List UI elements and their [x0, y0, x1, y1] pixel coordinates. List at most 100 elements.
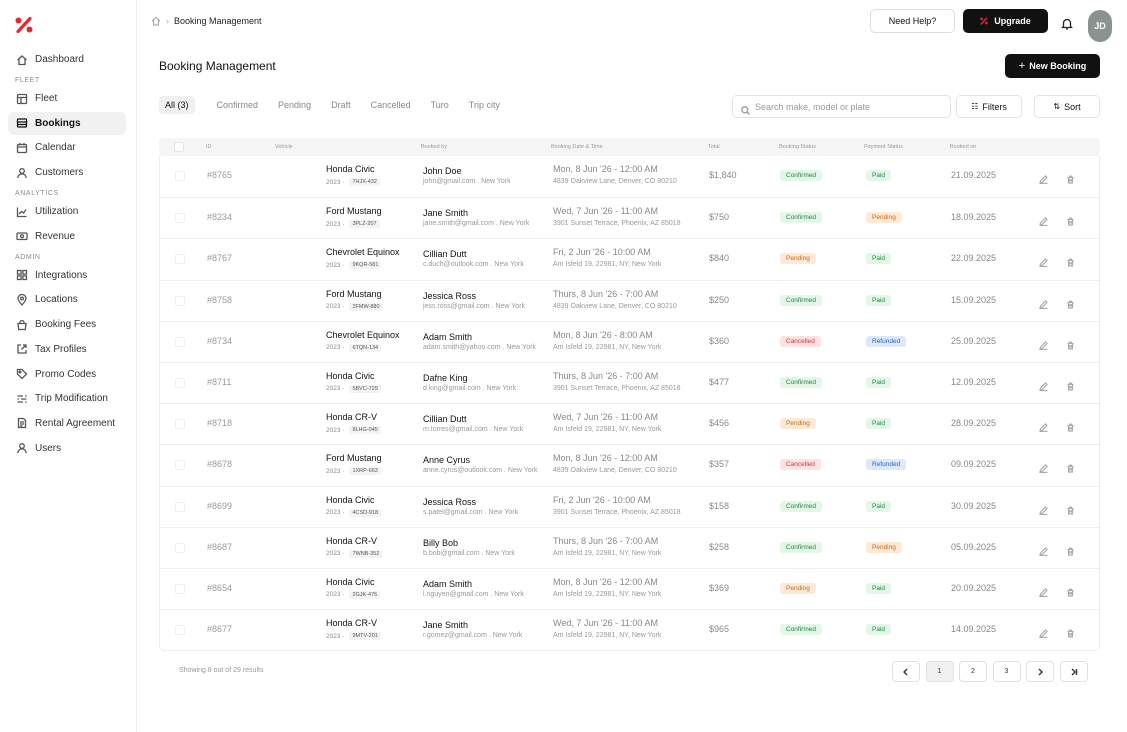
new-booking-button[interactable]: + New Booking	[1005, 54, 1100, 78]
booking-id[interactable]: #8677	[207, 624, 233, 635]
row-checkbox[interactable]	[175, 542, 185, 553]
filters-button[interactable]: ☷ Filters	[956, 95, 1022, 118]
tab-draft[interactable]: Draft	[331, 100, 351, 110]
edit-icon[interactable]	[1039, 337, 1048, 350]
bell-icon[interactable]	[1060, 17, 1074, 30]
trash-icon[interactable]	[1066, 171, 1075, 184]
tab-all-3[interactable]: All (3)	[159, 96, 195, 114]
tab-pending[interactable]: Pending	[278, 100, 312, 110]
sidebar-item-revenue[interactable]: Revenue	[8, 225, 126, 248]
booking-id[interactable]: #8711	[207, 376, 232, 387]
sidebar-item-calendar[interactable]: Calendar	[8, 136, 126, 159]
table-row[interactable]: #8767 Chevrolet Equinox 2023 · 9KQR-581 Cill…	[160, 238, 1099, 279]
trash-icon[interactable]	[1066, 254, 1075, 267]
edit-icon[interactable]	[1039, 502, 1048, 515]
booking-id[interactable]: #8654	[207, 582, 233, 593]
sidebar-item-promo-codes[interactable]: Promo Codes	[8, 363, 126, 386]
avatar[interactable]: JD	[1088, 10, 1112, 42]
row-checkbox[interactable]	[175, 171, 185, 181]
tab-confirmed[interactable]: Confirmed	[216, 100, 259, 110]
booking-id[interactable]: #8678	[207, 459, 233, 470]
page-button-1[interactable]: 1	[925, 661, 954, 682]
sidebar-item-tax-profiles[interactable]: Tax Profiles	[8, 338, 126, 361]
sidebar-item-rental-agreement[interactable]: Rental Agreement	[8, 412, 126, 435]
column-header-vehicle[interactable]: Vehicle	[275, 144, 293, 150]
row-checkbox[interactable]	[175, 625, 185, 636]
sidebar-item-locations[interactable]: Locations	[8, 288, 126, 311]
table-row[interactable]: #8734 Chevrolet Equinox 2023 · 6TQN-134 Adam…	[160, 320, 1099, 362]
booking-id[interactable]: #8234	[207, 212, 233, 223]
sidebar-item-users[interactable]: Users	[8, 437, 126, 460]
booking-id[interactable]: #8767	[207, 253, 233, 264]
table-row[interactable]: #8678 Ford Mustang 2023 · 1XRP-663 Anne Cyru…	[160, 444, 1099, 485]
row-checkbox[interactable]	[175, 254, 185, 265]
edit-icon[interactable]	[1039, 625, 1048, 639]
edit-icon[interactable]	[1039, 460, 1048, 474]
booking-id[interactable]: #8687	[207, 541, 233, 552]
sidebar-item-utilization[interactable]: Utilization	[8, 200, 126, 223]
last-page-button[interactable]	[1059, 661, 1088, 682]
table-row[interactable]: #8718 Honda CR-V 2023 · 8LHG-045 Cillian Dut…	[160, 403, 1099, 444]
row-checkbox[interactable]	[175, 295, 185, 306]
page-button-3[interactable]: 3	[992, 661, 1021, 682]
trash-icon[interactable]	[1066, 584, 1075, 597]
booking-id[interactable]: #8699	[207, 500, 233, 511]
column-header-booked-by[interactable]: Booked by	[421, 144, 447, 150]
column-header-date[interactable]: Booking Date & Time	[551, 144, 603, 150]
row-checkbox[interactable]	[175, 501, 185, 512]
sidebar-item-fleet[interactable]: Fleet	[8, 87, 126, 110]
search-input[interactable]	[755, 101, 945, 112]
sidebar-item-customers[interactable]: Customers	[8, 161, 126, 184]
trash-icon[interactable]	[1066, 625, 1075, 638]
table-row[interactable]: #8677 Honda CR-V 2023 · 9MTV-201 Jane Smith r…	[160, 609, 1099, 650]
upgrade-button[interactable]: Upgrade	[963, 9, 1048, 33]
booking-id[interactable]: #8734	[207, 335, 233, 346]
search-box[interactable]	[732, 95, 951, 118]
table-row[interactable]: #8234 Ford Mustang 2023 · 3PLZ-207 Jane Smit…	[160, 197, 1099, 238]
sort-button[interactable]: ⇅ Sort	[1034, 95, 1100, 118]
edit-icon[interactable]	[1039, 584, 1048, 597]
sidebar-item-dashboard[interactable]: Dashboard	[8, 48, 126, 71]
next-page-button[interactable]	[1026, 661, 1054, 682]
edit-icon[interactable]	[1039, 419, 1048, 433]
sidebar-item-bookings[interactable]: Bookings	[8, 111, 126, 135]
table-row[interactable]: #8711 Honda Civic 2023 · 5BVC-729 Dafne King…	[160, 361, 1099, 403]
select-all-checkbox[interactable]	[174, 142, 184, 152]
tab-cancelled[interactable]: Cancelled	[370, 100, 411, 110]
row-checkbox[interactable]	[175, 213, 185, 224]
brand-logo-icon[interactable]	[15, 16, 33, 34]
trash-icon[interactable]	[1066, 502, 1075, 515]
column-header-total[interactable]: Total	[708, 144, 720, 150]
edit-icon[interactable]	[1039, 254, 1048, 268]
column-header-payment[interactable]: Payment Status	[864, 144, 903, 150]
trash-icon[interactable]	[1066, 419, 1075, 432]
trash-icon[interactable]	[1066, 543, 1075, 556]
tab-trip-city[interactable]: Trip city	[468, 100, 500, 110]
need-help-button[interactable]: Need Help?	[870, 9, 955, 33]
row-checkbox[interactable]	[175, 377, 185, 388]
edit-icon[interactable]	[1039, 296, 1048, 309]
trash-icon[interactable]	[1066, 337, 1075, 350]
booking-id[interactable]: #8765	[207, 170, 233, 180]
prev-page-button[interactable]	[892, 661, 920, 682]
trash-icon[interactable]	[1066, 378, 1075, 391]
trash-icon[interactable]	[1066, 213, 1075, 226]
trash-icon[interactable]	[1066, 296, 1075, 309]
row-checkbox[interactable]	[175, 419, 185, 430]
column-header-booked-on[interactable]: Booked on	[950, 144, 977, 150]
home-icon[interactable]	[151, 16, 161, 26]
table-row[interactable]: #8687 Honda CR-V 2023 · 7WNB-352 Billy Bob b.…	[160, 526, 1099, 568]
edit-icon[interactable]	[1039, 171, 1048, 185]
table-row[interactable]: #8758 Ford Mustang 2023 · 2FMW-880 Jessica R…	[160, 279, 1099, 321]
tab-turo[interactable]: Turo	[430, 100, 449, 110]
row-checkbox[interactable]	[175, 583, 185, 594]
sidebar-item-booking-fees[interactable]: Booking Fees	[8, 313, 126, 336]
sidebar-item-trip-modification[interactable]: Trip Modification	[8, 387, 126, 410]
table-row[interactable]: #8699 Honda Civic 2023 · 4CSD-918 Jessica Ro…	[160, 485, 1099, 527]
edit-icon[interactable]	[1039, 213, 1048, 227]
row-checkbox[interactable]	[175, 336, 185, 347]
row-checkbox[interactable]	[175, 460, 185, 471]
trash-icon[interactable]	[1066, 460, 1075, 473]
page-button-2[interactable]: 2	[959, 661, 987, 682]
table-row[interactable]: #8654 Honda Civic 2023 · 2GJK-476 Adam Smith…	[160, 567, 1099, 609]
